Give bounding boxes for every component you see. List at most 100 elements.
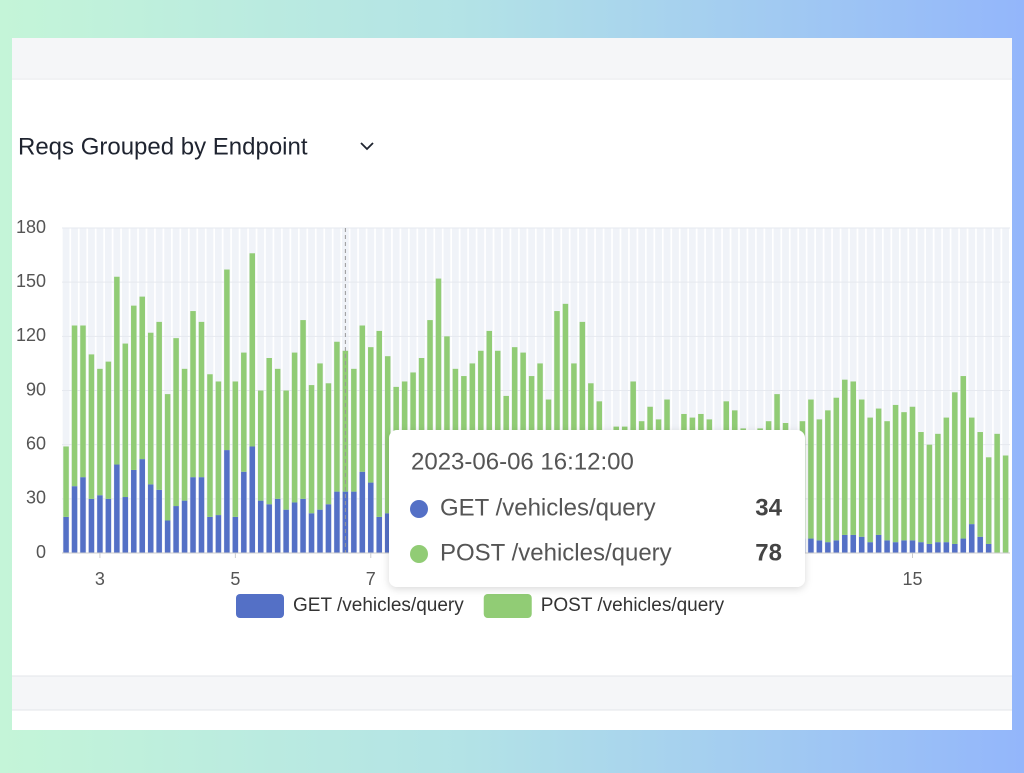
bar: [909, 540, 916, 553]
bar: [825, 410, 831, 543]
bar: [909, 406, 916, 541]
y-tick-label: 180: [16, 217, 46, 237]
bar: [257, 390, 264, 501]
bar: [943, 542, 950, 553]
dropdown-chevron[interactable]: [360, 142, 374, 151]
bar: [114, 276, 120, 465]
bar: [384, 513, 391, 553]
bottom-strip: [12, 676, 1012, 710]
bar: [80, 325, 86, 478]
bar: [274, 498, 281, 553]
bar: [368, 347, 374, 483]
bar: [808, 399, 814, 539]
bar: [875, 408, 882, 535]
bar: [901, 540, 907, 553]
bar: [351, 368, 357, 492]
bar: [147, 332, 154, 485]
bar: [960, 538, 967, 553]
bar: [384, 356, 391, 514]
bar: [926, 543, 933, 553]
legend: GET /vehicles/query POST /vehicles/query: [236, 594, 725, 618]
bar: [579, 321, 586, 521]
bar: [198, 321, 205, 478]
bar: [968, 524, 975, 553]
legend-swatch: [483, 594, 532, 618]
bar: [478, 350, 484, 508]
bar: [224, 450, 230, 553]
bar: [875, 534, 882, 553]
bar: [139, 296, 145, 460]
bar: [173, 338, 179, 507]
tooltip-dot: [410, 545, 428, 563]
bar: [317, 363, 323, 510]
x-tick-label: 5: [230, 569, 240, 589]
bar: [63, 446, 69, 517]
bar: [901, 412, 907, 541]
bar: [63, 516, 69, 553]
bar: [114, 464, 120, 553]
bar: [300, 320, 306, 499]
bar: [960, 376, 967, 539]
bar: [97, 368, 103, 496]
bar: [232, 516, 239, 553]
bar: [808, 538, 814, 553]
tooltip-dot: [410, 500, 428, 518]
top-strip: [12, 38, 1012, 78]
bar: [334, 491, 340, 553]
bar: [816, 419, 823, 541]
tooltip-title: 2023-06-06 16:12:00: [411, 448, 634, 475]
bar: [334, 341, 340, 492]
bar: [164, 520, 171, 553]
bar: [122, 497, 129, 553]
bar: [359, 471, 366, 553]
bar: [266, 358, 272, 505]
bar: [207, 516, 213, 553]
bar: [985, 457, 992, 544]
bar: [427, 320, 433, 499]
bar: [308, 385, 315, 514]
y-tick-label: 30: [26, 488, 46, 508]
bar: [943, 417, 950, 543]
bar: [554, 311, 560, 514]
chart-title[interactable]: Reqs Grouped by Endpoint: [18, 133, 308, 160]
bar: [215, 515, 222, 553]
tooltip: 2023-06-06 16:12:00 GET /vehicles/query 3…: [389, 430, 805, 587]
bar: [376, 516, 382, 553]
bar: [147, 484, 154, 553]
y-tick-label: 150: [16, 271, 46, 291]
bar: [325, 383, 332, 505]
bar: [376, 330, 382, 517]
bar: [842, 534, 848, 553]
bar: [232, 381, 239, 517]
legend-label: GET /vehicles/query: [293, 595, 464, 616]
bar: [181, 368, 188, 501]
bar: [351, 491, 357, 553]
x-tick-label: 3: [95, 569, 105, 589]
bar: [317, 509, 323, 553]
bar: [368, 482, 374, 553]
bar: [444, 336, 450, 519]
bar: [918, 432, 924, 543]
tooltip-value: 78: [755, 539, 782, 566]
bar: [291, 352, 298, 503]
tooltip-value: 34: [755, 494, 782, 521]
bar: [825, 542, 831, 553]
bar: [181, 500, 188, 553]
bar: [918, 542, 924, 553]
bar: [190, 477, 196, 553]
bar: [207, 374, 213, 517]
y-tick-label: 60: [26, 433, 46, 453]
bar: [300, 498, 306, 553]
bar: [926, 444, 933, 544]
bar: [833, 540, 840, 553]
bar: [858, 399, 865, 537]
bar: [131, 305, 137, 470]
bar: [266, 504, 272, 553]
bar: [952, 543, 958, 553]
bar: [325, 504, 332, 553]
bar: [97, 495, 103, 553]
bar: [850, 534, 856, 553]
bar: [131, 469, 137, 553]
bar: [867, 417, 873, 543]
bar: [562, 303, 569, 517]
